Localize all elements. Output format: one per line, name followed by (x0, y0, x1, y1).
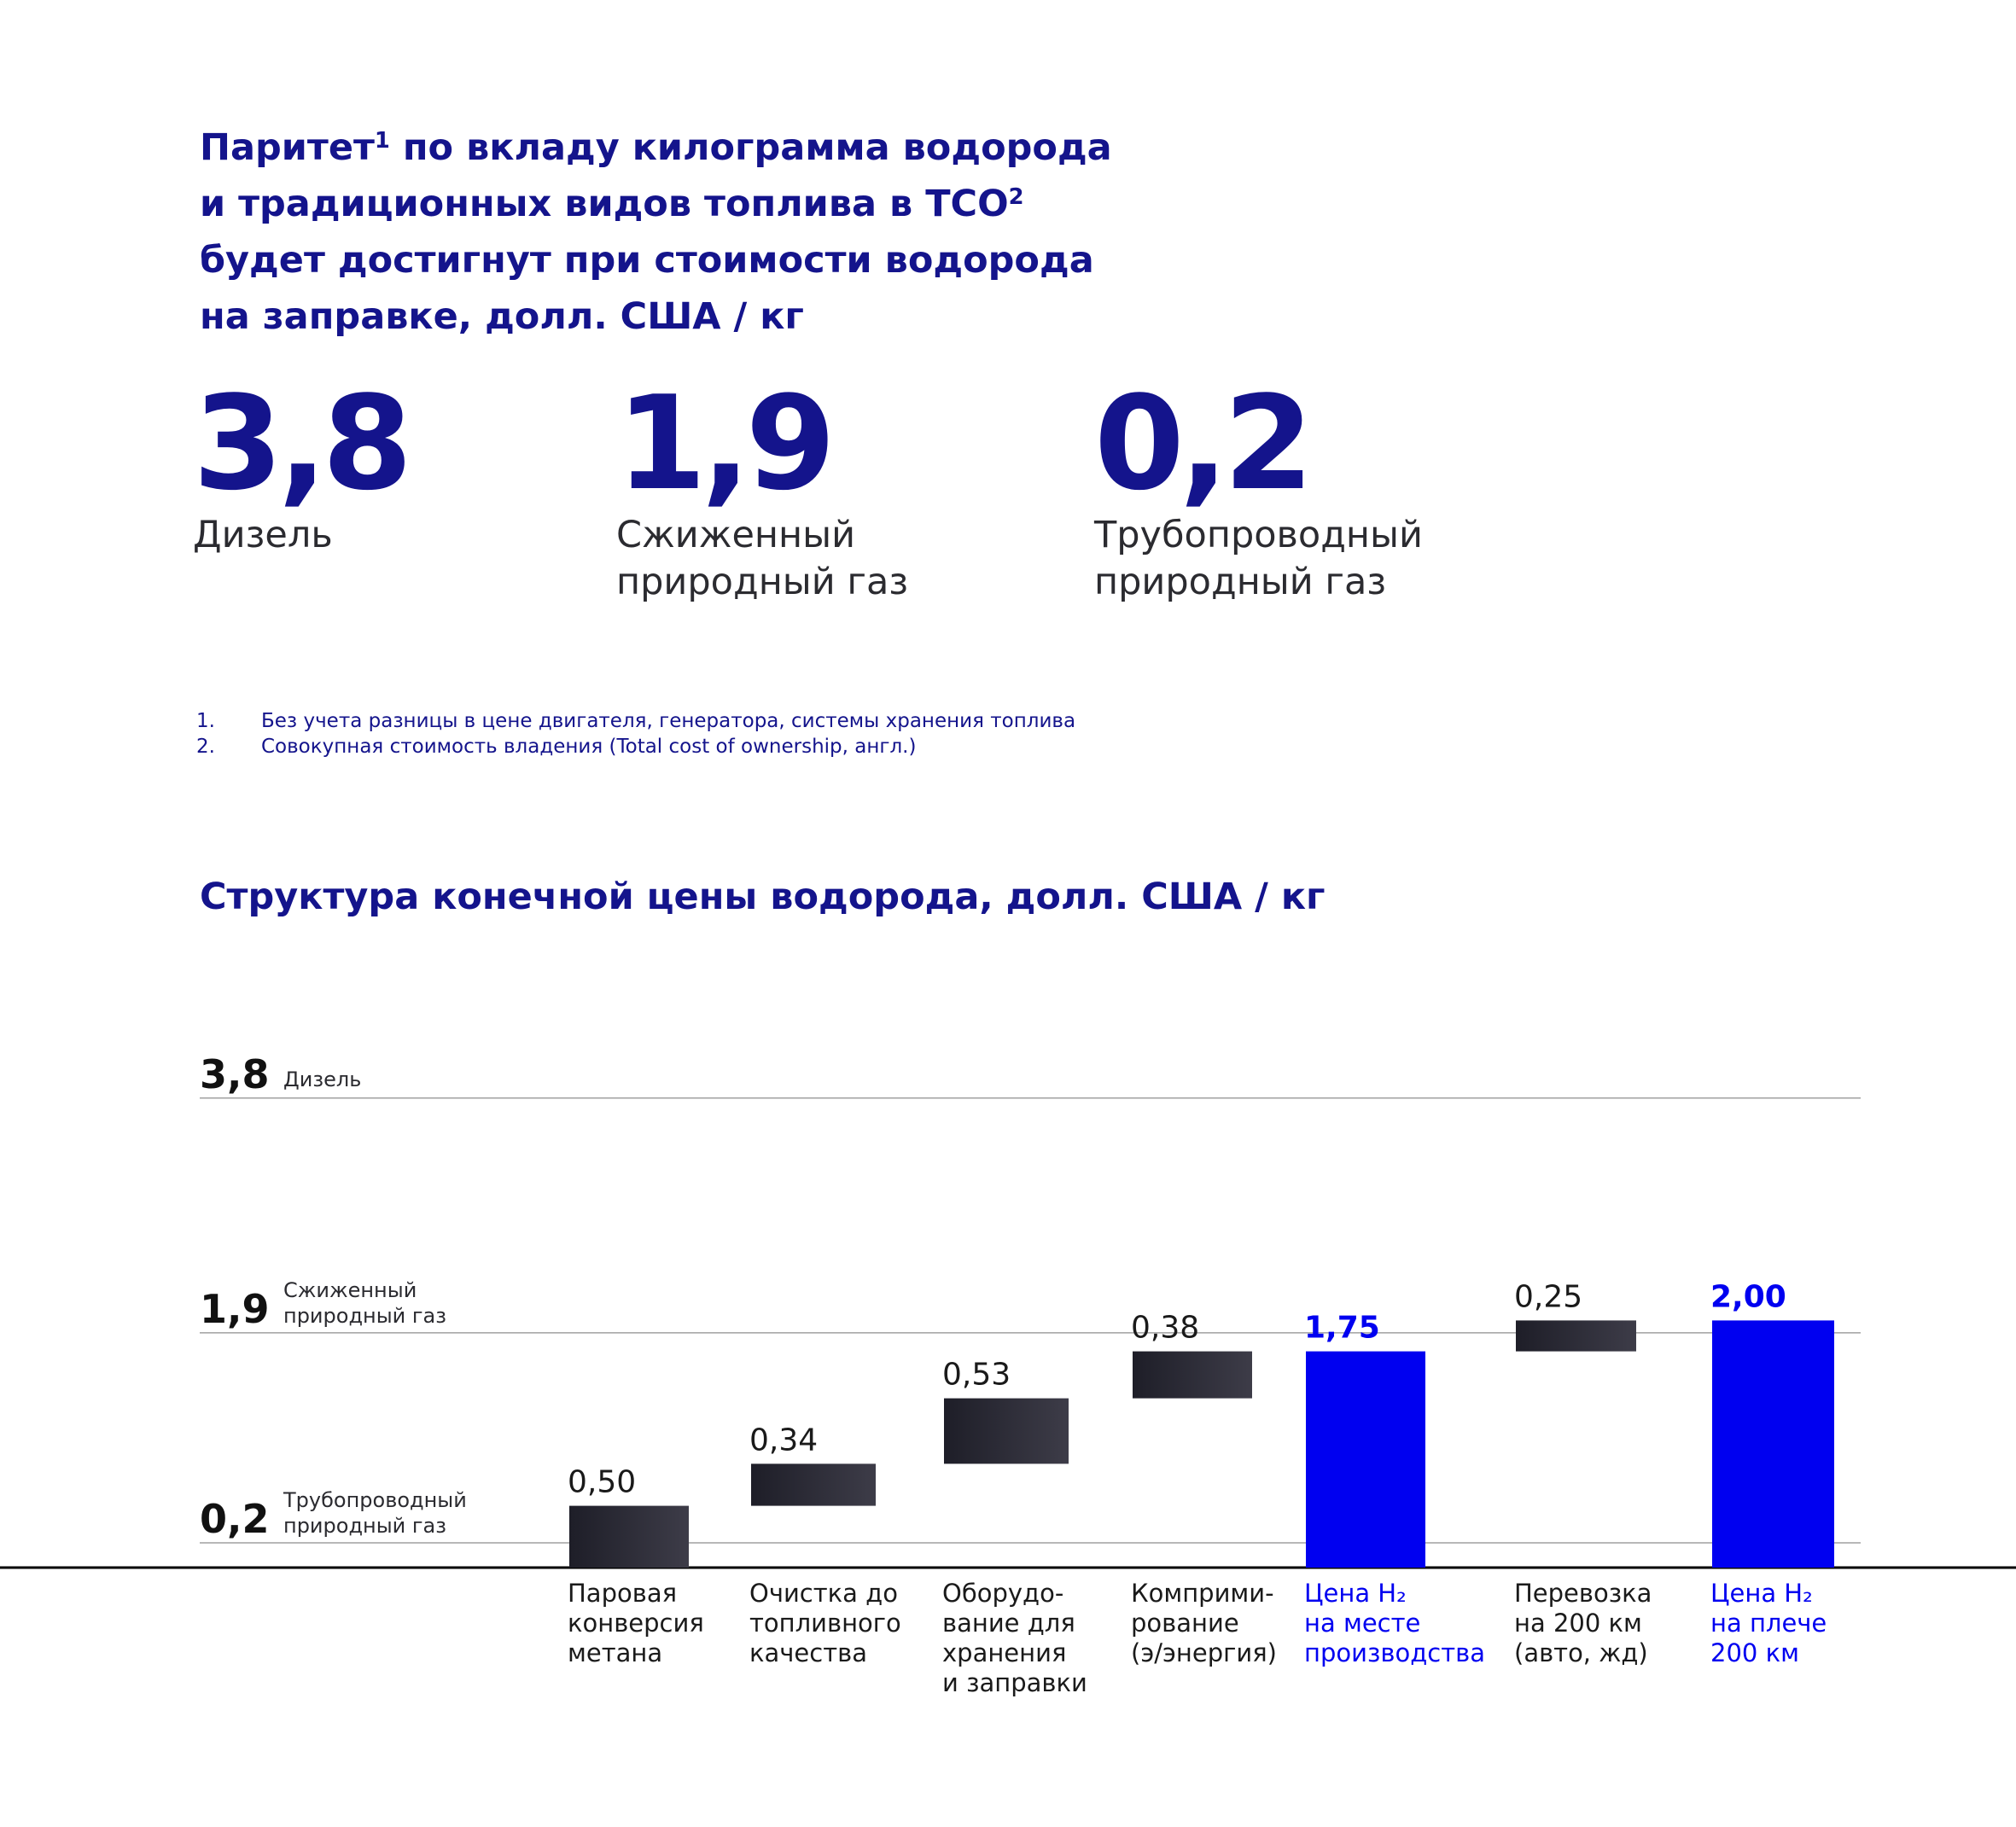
category-label: на месте (1304, 1609, 1420, 1638)
category-label: Цена H₂ (1304, 1579, 1407, 1608)
category-label: производства (1304, 1638, 1485, 1667)
category-label: Комприми- (1131, 1579, 1274, 1608)
reference-series-label: Дизель (283, 1068, 361, 1091)
footnote-ref-1: 1 (374, 127, 390, 154)
footnote-1: 1. Без учета разницы в цене двигателя, ге… (196, 710, 1076, 732)
category-label: Цена H₂ (1710, 1579, 1813, 1608)
bar-value-label: 0,34 (749, 1423, 818, 1458)
increment-bar (569, 1505, 689, 1568)
chart-title: Структура конечной цены водорода, долл. … (200, 876, 1326, 918)
kpi-label: Трубопроводный природный газ (1094, 514, 1423, 603)
category-label: Очистка до (749, 1579, 898, 1608)
bar-value-label: 0,53 (942, 1358, 1011, 1393)
kpi-diesel: 3,8 Дизель (193, 368, 412, 559)
category-label: и заправки (942, 1668, 1087, 1697)
footnote-ref-2: 2 (1008, 183, 1024, 210)
footnote-2: 2. Совокупная стоимость владения (Total c… (196, 736, 917, 758)
bar-value-label: 0,50 (568, 1465, 636, 1500)
category-label: Оборудо- (942, 1579, 1063, 1608)
category-label: 200 км (1710, 1638, 1799, 1667)
bar-value-label: 1,75 (1304, 1311, 1380, 1346)
increment-bar (1516, 1320, 1636, 1352)
reference-series-label: Сжиженный (283, 1278, 417, 1302)
page-title: Паритет1 по вкладу килограмма водорода и… (200, 126, 1112, 338)
category-label: (авто, жд) (1514, 1638, 1648, 1667)
category-label: на 200 км (1514, 1609, 1642, 1638)
value-labels: 0,50 0,34 0,53 0,38 1,75 0,25 2,00 (568, 1279, 1786, 1499)
category-label: (э/энергия) (1131, 1638, 1277, 1667)
increment-bar (751, 1463, 876, 1506)
bars (569, 1320, 1834, 1568)
category-label: конверсия (568, 1609, 704, 1638)
kpi-lng: 1,9 Сжиженный природный газ (616, 375, 908, 606)
bar-value-label: 2,00 (1710, 1279, 1786, 1314)
kpi-label: Дизель (193, 514, 333, 556)
category-label: рование (1131, 1609, 1239, 1638)
reference-value-label: 3,8 (200, 1051, 270, 1097)
category-label: Перевозка (1514, 1579, 1652, 1608)
reference-value-label: 1,9 (200, 1286, 270, 1332)
increment-bar (1133, 1351, 1252, 1399)
category-label: метана (568, 1638, 662, 1667)
reference-series-label: Трубопроводный (283, 1488, 467, 1512)
bar-value-label: 0,38 (1131, 1311, 1199, 1346)
increment-bar (944, 1398, 1069, 1464)
kpi-pipeline-gas: 0,2 Трубопроводный природный газ (1094, 375, 1423, 606)
reference-series-label: природный газ (283, 1514, 446, 1538)
category-label: Паровая (568, 1579, 677, 1608)
kpi-value: 3,8 (193, 368, 412, 519)
reference-value-label: 0,2 (200, 1496, 270, 1542)
category-label: качества (749, 1638, 867, 1667)
reference-series-label: природный газ (283, 1304, 446, 1328)
kpi-value: 0,2 (1094, 368, 1314, 519)
total-bar (1712, 1320, 1834, 1568)
kpi-label: Сжиженный природный газ (616, 514, 909, 603)
bar-value-label: 0,25 (1514, 1279, 1582, 1314)
category-label: вание для (942, 1609, 1075, 1638)
kpi-value: 1,9 (616, 368, 836, 519)
category-label: на плече (1710, 1609, 1827, 1638)
total-bar (1306, 1351, 1425, 1568)
category-label: топливного (749, 1609, 901, 1638)
category-label: хранения (942, 1638, 1066, 1667)
